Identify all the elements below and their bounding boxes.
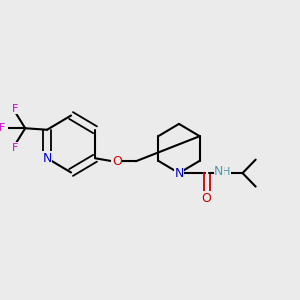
Text: F: F — [12, 143, 18, 153]
Text: N: N — [174, 167, 184, 180]
Text: H: H — [222, 167, 231, 177]
Text: O: O — [112, 155, 122, 168]
Text: N: N — [42, 152, 52, 165]
Text: F: F — [0, 123, 5, 133]
Text: N: N — [214, 165, 224, 178]
Text: F: F — [12, 104, 18, 114]
Text: O: O — [202, 192, 212, 205]
